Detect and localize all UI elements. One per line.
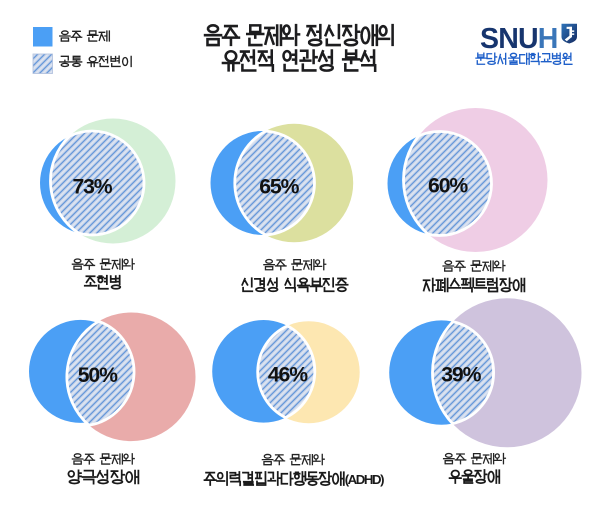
svg-text:SNUH: SNUH [480, 23, 558, 55]
svg-text:60%: 60% [428, 174, 468, 197]
svg-text:46%: 46% [268, 364, 308, 387]
svg-text:50%: 50% [78, 364, 118, 387]
svg-text:73%: 73% [72, 175, 112, 198]
svg-text:65%: 65% [259, 176, 299, 199]
svg-text:39%: 39% [441, 364, 481, 387]
svg-text:(ADHD): (ADHD) [345, 472, 384, 487]
